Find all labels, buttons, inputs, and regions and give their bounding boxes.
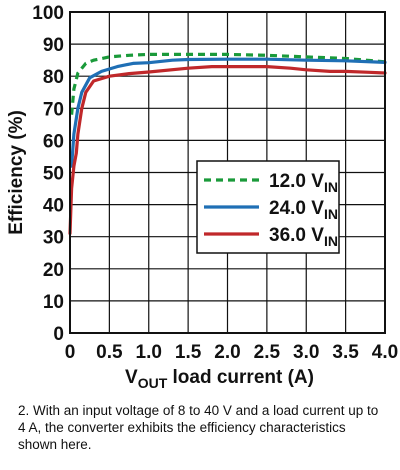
legend-label-main: 24.0 V xyxy=(269,198,324,219)
y-tick-label: 80 xyxy=(43,67,64,88)
y-tick-label: 20 xyxy=(43,260,64,281)
x-tick-label: 2.5 xyxy=(254,342,281,363)
y-axis-label: Efficiency (%) xyxy=(6,110,27,235)
x-axis-ticks: 0 0.5 1.0 1.5 2.0 2.5 3.0 3.5 4.0 xyxy=(65,342,399,363)
x-tick-label: 1.0 xyxy=(136,342,162,363)
x-axis-label-sub: OUT xyxy=(138,375,168,391)
series-line xyxy=(70,52,386,115)
plot-frame xyxy=(69,11,386,334)
y-tick-label: 50 xyxy=(43,164,64,185)
legend-label: 36.0 VIN xyxy=(269,225,338,249)
y-tick-label: 60 xyxy=(43,131,64,152)
y-tick-label: 40 xyxy=(43,196,64,217)
x-axis-label-main: V xyxy=(125,367,138,388)
x-tick-label: 3.0 xyxy=(293,342,319,363)
legend-label-main: 12.0 V xyxy=(269,171,324,192)
y-axis-ticks: 0 10 20 30 40 50 60 70 80 90 100 xyxy=(32,3,64,345)
legend-label-sub: IN xyxy=(324,206,338,222)
y-tick-label: 30 xyxy=(43,228,64,249)
efficiency-chart: 0 10 20 30 40 50 60 70 80 90 100 0 0.5 1.0 1.5 2.0 2.5 3… xyxy=(6,3,399,391)
x-axis-label-rest: load current (A) xyxy=(167,367,314,388)
y-tick-label: 70 xyxy=(43,99,64,120)
y-tick-label: 10 xyxy=(43,292,64,313)
x-tick-label: 0 xyxy=(65,342,76,363)
legend-label-sub: IN xyxy=(324,179,338,195)
y-tick-label: 90 xyxy=(43,35,64,56)
x-tick-label: 4.0 xyxy=(372,342,398,363)
x-tick-label: 3.5 xyxy=(332,342,359,363)
series-line xyxy=(68,65,387,236)
legend-label: 12.0 VIN xyxy=(269,171,338,195)
legend-label: 24.0 VIN xyxy=(269,198,338,222)
y-tick-label: 0 xyxy=(53,324,64,345)
x-tick-label: 1.5 xyxy=(175,342,202,363)
chart-series xyxy=(68,52,387,236)
figure-caption: 2. With an input voltage of 8 to 40 V an… xyxy=(18,403,379,452)
x-tick-label: 2.0 xyxy=(214,342,240,363)
y-tick-label: 100 xyxy=(32,3,64,24)
x-axis-label: VOUT load current (A) xyxy=(125,367,314,391)
legend-label-sub: IN xyxy=(324,233,338,249)
legend-label-main: 36.0 V xyxy=(269,225,324,246)
series-line xyxy=(70,57,387,168)
x-tick-label: 0.5 xyxy=(96,342,123,363)
